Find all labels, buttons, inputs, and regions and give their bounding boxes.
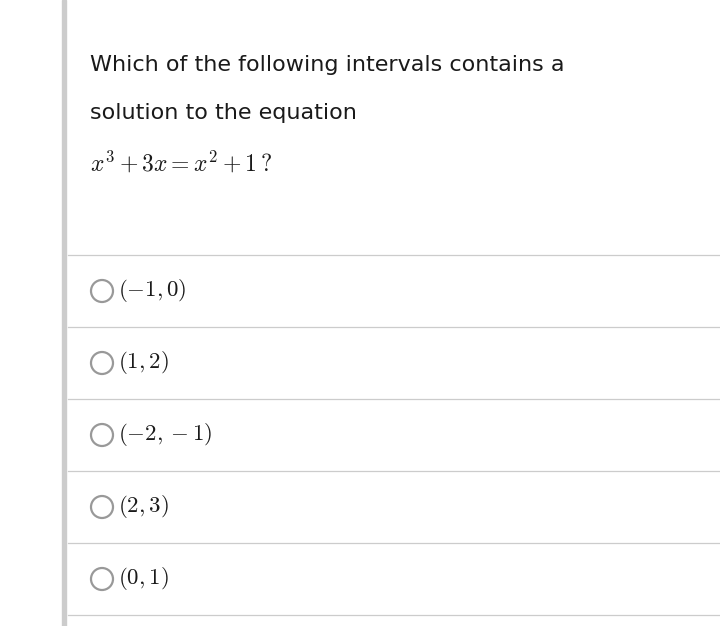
Text: $(1, 2)$: $(1, 2)$ (118, 349, 168, 376)
Text: $x^3 + 3x = x^2 + 1\,?$: $x^3 + 3x = x^2 + 1\,?$ (90, 150, 272, 176)
Text: solution to the equation: solution to the equation (90, 103, 357, 123)
Text: $(-1,0)$: $(-1,0)$ (118, 277, 186, 304)
Text: $(2, 3)$: $(2, 3)$ (118, 493, 168, 520)
Text: $(-2,-1)$: $(-2,-1)$ (118, 421, 212, 448)
Bar (0, 0, 66, 626)
Text: Which of the following intervals contains a: Which of the following intervals contain… (90, 55, 564, 75)
Bar (62, 0, 66, 626)
Text: $(0, 1)$: $(0, 1)$ (118, 565, 168, 592)
